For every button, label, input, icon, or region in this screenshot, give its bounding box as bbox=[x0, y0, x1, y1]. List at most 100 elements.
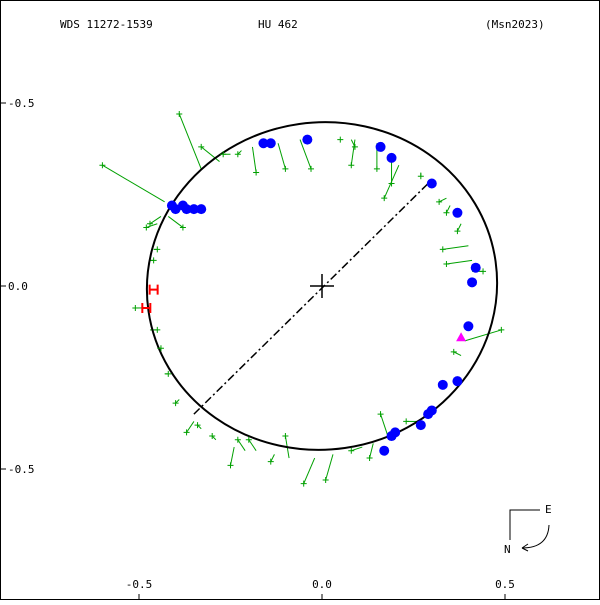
header-center: HU 462 bbox=[258, 18, 298, 31]
observation-point bbox=[143, 224, 150, 231]
compass-north-label: N bbox=[504, 543, 511, 556]
compass-arrow bbox=[521, 524, 550, 549]
observation-point bbox=[176, 110, 183, 117]
observation-point bbox=[150, 257, 157, 264]
residual-lines bbox=[102, 113, 502, 484]
observation-point bbox=[480, 268, 487, 275]
observation-point bbox=[403, 418, 410, 425]
observation-point bbox=[337, 136, 344, 143]
observation-point bbox=[417, 173, 424, 180]
observation-point bbox=[436, 198, 443, 205]
observation-point bbox=[373, 165, 380, 172]
residual-line bbox=[325, 454, 334, 481]
residual-line bbox=[149, 216, 162, 225]
residual-line bbox=[211, 435, 217, 441]
observation-point bbox=[454, 228, 461, 235]
residual-line bbox=[350, 139, 356, 166]
speckle-point bbox=[386, 431, 397, 442]
compass: E N bbox=[504, 503, 552, 556]
observation-point bbox=[198, 143, 205, 150]
speckle-point bbox=[265, 138, 276, 149]
residual-line bbox=[186, 421, 195, 433]
observation-point bbox=[183, 429, 190, 436]
residual-line bbox=[299, 139, 312, 170]
header-right: (Msn2023) bbox=[485, 18, 545, 31]
x-tick-label: 0.5 bbox=[495, 578, 515, 591]
residual-line bbox=[230, 446, 235, 466]
speckle-point bbox=[437, 379, 448, 390]
observation-point bbox=[377, 411, 384, 418]
residual-line bbox=[464, 329, 502, 342]
speckle-point bbox=[452, 376, 463, 387]
residual-line bbox=[237, 439, 246, 451]
hipparcos-point bbox=[141, 302, 152, 313]
speckle-point bbox=[379, 445, 390, 456]
x-tick-label: 0.0 bbox=[312, 578, 332, 591]
residual-line bbox=[445, 205, 451, 214]
residual-line bbox=[438, 197, 447, 203]
speckle-point bbox=[188, 204, 199, 215]
residual-line bbox=[237, 150, 242, 155]
axes: -0.5 0.0 0.5 -0.5 0.0 -0.5 bbox=[0, 97, 515, 600]
observation-point bbox=[172, 400, 179, 407]
observation-point bbox=[282, 165, 289, 172]
residual-line bbox=[442, 245, 469, 250]
observation-point bbox=[132, 304, 139, 311]
residual-line bbox=[167, 216, 184, 228]
data-points bbox=[99, 110, 505, 487]
speckle-point bbox=[258, 138, 269, 149]
speckle-point bbox=[470, 262, 481, 273]
observation-point bbox=[154, 326, 161, 333]
observation-point bbox=[282, 433, 289, 440]
observation-point bbox=[194, 422, 201, 429]
observation-point bbox=[179, 224, 186, 231]
first-observation-triangle bbox=[456, 332, 467, 342]
speckle-point bbox=[181, 204, 192, 215]
observation-point bbox=[245, 436, 252, 443]
observation-point bbox=[165, 370, 172, 377]
observation-point bbox=[439, 246, 446, 253]
speckle-point bbox=[302, 134, 313, 145]
observation-point bbox=[308, 165, 315, 172]
compass-frame bbox=[509, 509, 540, 540]
residual-line bbox=[277, 143, 286, 170]
observation-point bbox=[381, 195, 388, 202]
residual-line bbox=[351, 446, 363, 452]
orbit-layer bbox=[145, 121, 499, 451]
observation-point bbox=[498, 326, 505, 333]
observation-point bbox=[366, 455, 373, 462]
residual-line bbox=[178, 113, 202, 170]
residual-line bbox=[251, 146, 257, 173]
observation-point bbox=[157, 345, 164, 352]
observation-point bbox=[146, 220, 153, 227]
observation-point bbox=[443, 209, 450, 216]
speckle-point bbox=[463, 321, 474, 332]
residual-line bbox=[453, 351, 462, 356]
speckle-point bbox=[426, 178, 437, 189]
speckle-point bbox=[196, 204, 207, 215]
residual-line bbox=[446, 259, 473, 265]
orbit-ellipse bbox=[145, 121, 499, 451]
observation-point bbox=[322, 476, 329, 483]
header-left: WDS 11272-1539 bbox=[60, 18, 153, 31]
residual-line bbox=[102, 164, 165, 203]
speckle-point bbox=[386, 152, 397, 163]
residual-line bbox=[200, 146, 220, 162]
observation-point bbox=[253, 169, 260, 176]
residual-line bbox=[175, 399, 180, 404]
residual-line bbox=[270, 454, 275, 462]
compass-east-label: E bbox=[545, 503, 552, 516]
speckle-point bbox=[375, 141, 386, 152]
x-tick-label: -0.5 bbox=[126, 578, 153, 591]
residual-line bbox=[146, 223, 158, 228]
speckle-point bbox=[415, 420, 426, 431]
y-tick-label: 0.0 bbox=[8, 280, 28, 293]
y-tick-label: -0.5 bbox=[8, 463, 35, 476]
residual-line bbox=[248, 439, 257, 451]
speckle-point bbox=[423, 409, 434, 420]
observation-point bbox=[351, 143, 358, 150]
observation-point bbox=[348, 447, 355, 454]
residual-line bbox=[369, 443, 374, 459]
observation-point bbox=[443, 261, 450, 268]
